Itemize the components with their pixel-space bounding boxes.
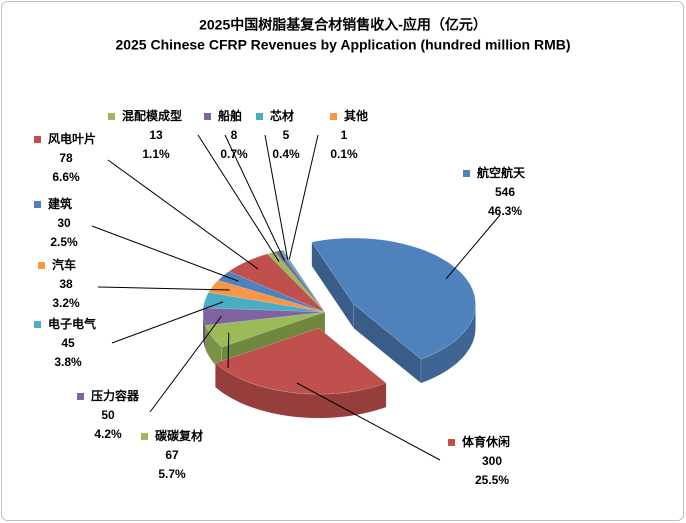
leader-line [149,315,223,413]
leader-line [264,134,289,260]
legend-swatch [108,113,115,120]
slice-side [215,362,387,419]
legend-swatch [34,136,41,143]
legend-swatch [141,433,148,440]
chart-title: 2025中国树脂基复合材销售收入-应用（亿元） [199,17,487,33]
leader-line [97,286,230,291]
percent-label: 4.2% [94,427,122,441]
leader-line [296,382,441,461]
category-label: 风电叶片 [48,131,96,146]
category-label: 汽车 [52,257,76,272]
percent-label: 25.5% [475,473,509,487]
legend-swatch [77,393,84,400]
legend-swatch [34,201,41,208]
legend-swatch [330,113,337,120]
legend-swatch [204,113,211,120]
percent-label: 0.4% [272,147,300,161]
category-label: 航空航天 [477,165,526,180]
category-label: 芯材 [270,108,294,123]
leader-line [91,225,239,282]
slice-side [420,304,476,384]
legend-swatch [38,262,45,269]
percent-label: 0.1% [330,147,358,161]
slice [202,292,326,313]
value-label: 67 [165,448,179,462]
slice [311,237,476,360]
percent-label: 0.7% [220,147,248,161]
percent-label: 5.7% [158,467,186,481]
value-label: 13 [149,128,163,142]
value-label: 546 [495,185,515,199]
leader-line [111,301,224,344]
category-label: 其他 [344,108,368,123]
category-label: 碳碳复材 [155,428,203,443]
value-label: 300 [482,454,502,468]
leader-line [197,134,280,262]
value-label: 78 [59,151,73,165]
leader-line [224,134,285,261]
slice [214,327,387,395]
category-label: 体育休闲 [462,434,510,449]
category-label: 建筑 [47,196,72,211]
leader-line [288,134,319,260]
value-label: 30 [57,216,71,230]
percent-label: 3.8% [54,355,82,369]
value-label: 1 [341,128,348,142]
legend-swatch [463,170,470,177]
chart-subtitle: 2025 Chinese CFRP Revenues by Applicatio… [115,37,570,53]
value-label: 5 [283,128,290,142]
legend-swatch [448,439,455,446]
slice [279,249,326,313]
slice [228,253,326,313]
percent-label: 3.2% [52,296,80,310]
slice [205,311,326,348]
leader-line [445,214,501,280]
category-label: 混配模成型 [122,108,182,123]
value-label: 8 [231,128,238,142]
percent-label: 6.6% [52,170,80,184]
leader-line [227,332,230,369]
category-label: 船舶 [218,108,242,123]
value-label: 38 [59,277,73,291]
legend-swatch [34,321,41,328]
percent-label: 1.1% [142,147,170,161]
slice [282,249,326,313]
percent-label: 2.5% [50,235,78,249]
leader-line [107,159,259,270]
category-label: 电子电气 [48,316,96,331]
value-label: 45 [61,336,75,350]
percent-label: 46.3% [488,204,522,218]
legend-swatch [256,113,263,120]
category-label: 压力容器 [91,388,140,403]
value-label: 50 [101,408,115,422]
